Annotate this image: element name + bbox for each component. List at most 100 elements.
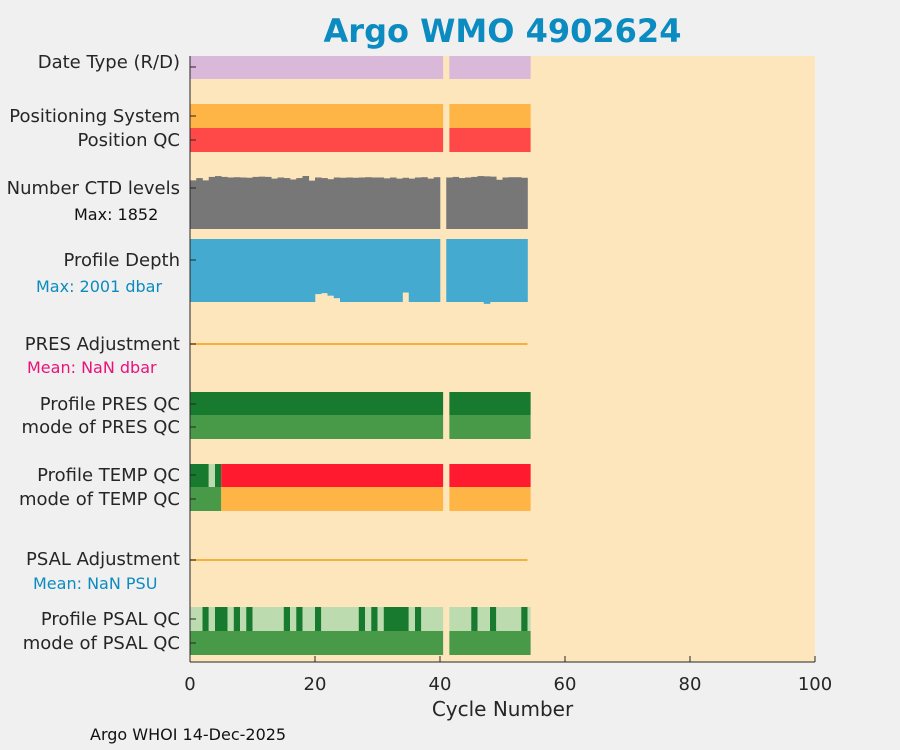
chart-title: Argo WMO 4902624 [323, 12, 682, 50]
x-axis-label: Cycle Number [431, 697, 574, 721]
ctd-levels-bar [258, 176, 266, 229]
profile-psal-qc-segment [358, 607, 365, 631]
ctd-levels-bar [383, 178, 391, 229]
profile-depth-bar [458, 239, 466, 302]
profile-depth-bar [333, 239, 341, 299]
date-type-bar [190, 56, 444, 79]
mode-psal-qc-segment [190, 631, 444, 655]
profile-depth-bar [465, 239, 472, 302]
ctd-levels-bar [396, 178, 403, 229]
ctd-levels-bar [196, 178, 203, 229]
ctd-levels-bar [508, 177, 516, 229]
profile-depth-bar [208, 239, 216, 302]
ctd-levels-bar [465, 177, 472, 229]
profile-depth-bar [302, 239, 310, 302]
ctd-levels-bar [458, 178, 466, 229]
profile-depth-bar [521, 239, 528, 302]
profile-depth-bar [377, 239, 385, 302]
label-psal-adjustment: PSAL Adjustment [25, 549, 180, 570]
profile-depth-bar [408, 239, 416, 302]
ctd-max-label: Max: 1852 [74, 205, 159, 224]
profile-depth-bar [233, 239, 241, 302]
pres-mean-label: Mean: NaN dbar [27, 358, 157, 377]
ctd-levels-bar [208, 176, 216, 229]
ctd-levels-bar [340, 177, 347, 229]
profile-psal-qc-segment [408, 607, 415, 631]
profile-psal-qc-segment [490, 607, 497, 631]
ctd-levels-bar [215, 176, 222, 229]
ctd-levels-bar [358, 177, 366, 229]
label-pres-adjustment: PRES Adjustment [24, 334, 180, 355]
ctd-levels-bar [308, 180, 316, 229]
profile-psal-qc-segment [321, 607, 359, 631]
profile-depth-bar [427, 239, 435, 302]
ctd-levels-bar [433, 177, 441, 229]
profile-depth-bar [446, 239, 453, 302]
profile-temp-qc-segment [221, 464, 444, 487]
profile-psal-qc-segment [315, 607, 322, 631]
profile-psal-qc-segment [377, 607, 384, 631]
profile-psal-qc-segment [415, 607, 422, 631]
ctd-levels-bar [346, 177, 353, 229]
ctd-levels-bar [515, 177, 522, 229]
profile-depth-bar [271, 239, 278, 302]
date-type-bar [449, 56, 531, 79]
profile-psal-qc-segment [202, 607, 209, 631]
depth-max-label: Max: 2001 dbar [36, 277, 163, 296]
ctd-levels-bar [471, 176, 478, 229]
profile-psal-qc-segment [283, 607, 290, 631]
profile-psal-qc-segment [371, 607, 378, 631]
profile-temp-qc-segment [190, 464, 209, 487]
profile-depth-bar [202, 239, 210, 302]
mode-temp-qc-segment [449, 487, 531, 511]
ctd-levels-bar [246, 177, 253, 229]
label-mode-temp-qc: mode of TEMP QC [18, 489, 180, 510]
profile-depth-bar [283, 239, 291, 302]
x-tick-label: 100 [797, 674, 833, 695]
profile-depth-bar [415, 239, 422, 302]
profile-pres-qc-segment [449, 392, 531, 415]
profile-depth-bar [258, 239, 266, 302]
profile-psal-qc-segment [477, 607, 490, 631]
footer-credit: Argo WHOI 14-Dec-2025 [90, 725, 287, 744]
profile-depth-bar [308, 239, 316, 302]
profile-depth-bar [227, 239, 235, 302]
profile-depth-bar [490, 239, 497, 302]
ctd-levels-bar [283, 178, 291, 229]
ctd-levels-bar [365, 177, 372, 229]
ctd-levels-bar [377, 177, 385, 229]
mode-pres-qc-segment [190, 415, 444, 439]
profile-psal-qc-segment [421, 607, 444, 631]
label-profile-temp-qc: Profile TEMP QC [37, 465, 180, 486]
ctd-levels-bar [321, 178, 328, 229]
profile-psal-qc-segment [521, 607, 528, 631]
ctd-levels-bar [483, 176, 491, 229]
ctd-levels-bar [408, 178, 416, 229]
x-tick-label: 40 [428, 674, 452, 695]
profile-depth-bar [477, 239, 485, 302]
profile-temp-qc-segment [449, 464, 531, 487]
profile-depth-bar [346, 239, 353, 302]
profile-depth-bar [190, 239, 197, 302]
label-date-type: Date Type (R/D) [37, 52, 180, 73]
profile-depth-bar [340, 239, 347, 302]
label-mode-pres-qc: mode of PRES QC [21, 417, 180, 438]
psal-mean-label: Mean: NaN PSU [33, 574, 158, 593]
profile-pres-qc-segment [190, 392, 444, 415]
profile-depth-bar [452, 239, 460, 302]
profile-depth-bar [290, 239, 297, 302]
ctd-levels-bar [265, 176, 272, 229]
profile-depth-bar [221, 239, 228, 302]
ctd-levels-bar [290, 179, 297, 229]
ctd-levels-bar [240, 177, 247, 229]
profile-depth-bar [390, 239, 397, 302]
ctd-levels-bar [371, 177, 378, 229]
profile-psal-qc-segment [208, 607, 215, 631]
profile-depth-bar [246, 239, 253, 302]
ctd-levels-bar [402, 177, 410, 229]
profile-psal-qc-segment [449, 607, 472, 631]
ctd-levels-bar [227, 177, 235, 229]
ctd-levels-bar [427, 178, 435, 229]
ctd-levels-bar [352, 177, 360, 229]
